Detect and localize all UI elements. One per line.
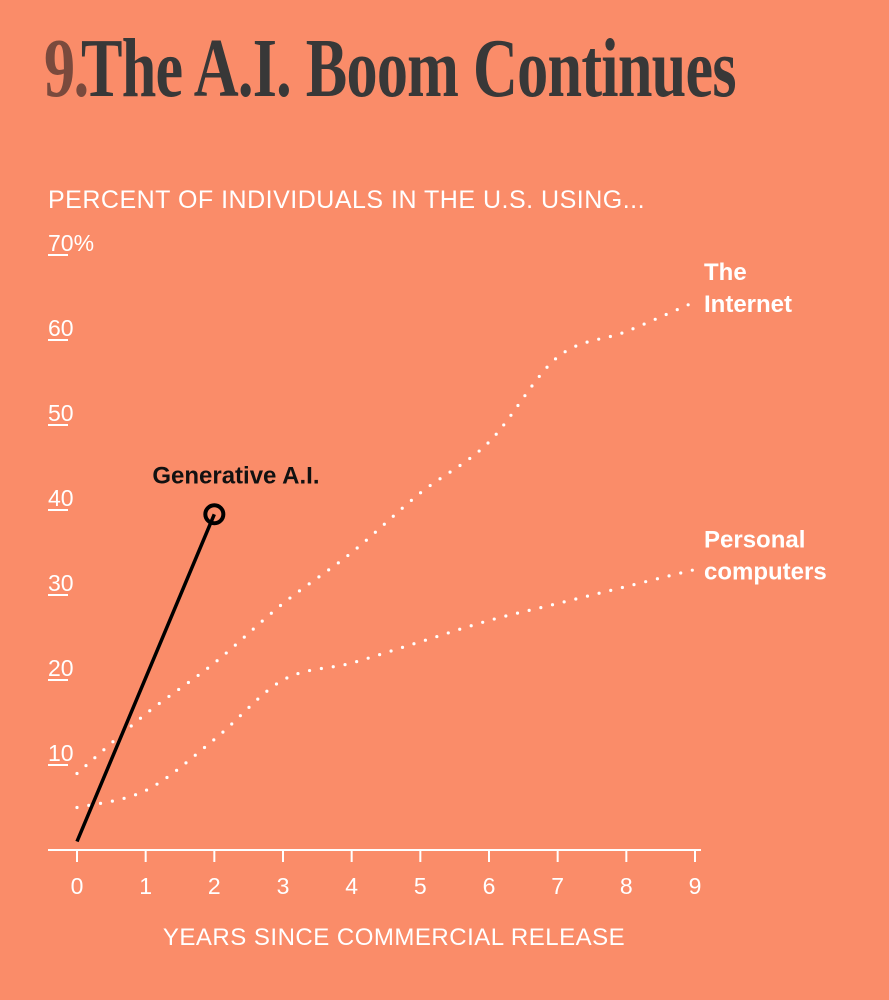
x-tick-label: 1 <box>139 873 152 899</box>
series-layer <box>75 300 697 843</box>
chart-title-text: The A.I. Boom Continues <box>81 22 737 115</box>
series-label-the-internet: The Internet <box>704 259 792 318</box>
x-tick-label: 5 <box>414 873 427 899</box>
chart-number: 9. <box>44 22 89 115</box>
series-line-the-internet <box>75 300 697 776</box>
y-tick-label: 70% <box>48 230 94 256</box>
y-tick-label: 10 <box>48 740 74 766</box>
series-label-layer: The Internet Personal computers Generative A… <box>152 259 826 586</box>
x-tick-label: 9 <box>689 873 702 899</box>
series-label-personal-computers: Personal computers <box>704 527 827 586</box>
chart-title: 9. The A.I. Boom Continues <box>44 20 889 120</box>
x-tick-label: 0 <box>71 873 84 899</box>
y-tick-label: 40 <box>48 485 74 511</box>
series-label-line: Internet <box>704 291 792 318</box>
series-line-personal-computers <box>75 567 697 810</box>
chart-subtitle: PERCENT OF INDIVIDUALS IN THE U.S. USING… <box>48 186 646 214</box>
y-tick-label: 50 <box>48 400 74 426</box>
y-tick-label: 60 <box>48 315 74 341</box>
series-endpoint-generative-a-i <box>203 503 226 526</box>
x-tick-label: 8 <box>620 873 633 899</box>
y-tick-label: 20 <box>48 655 74 681</box>
series-label-line: computers <box>704 559 827 586</box>
x-tick-label: 7 <box>551 873 564 899</box>
x-axis-title: YEARS SINCE COMMERCIAL RELEASE <box>163 924 625 951</box>
series-label-generative-a-i: Generative A.I. <box>152 462 319 489</box>
series-label-line: Personal <box>704 527 805 554</box>
x-tick-label: 4 <box>345 873 358 899</box>
series-label-line: The <box>704 259 747 286</box>
y-tick-label: 30 <box>48 570 74 596</box>
x-tick-label: 2 <box>208 873 221 899</box>
series-line-generative-a-i <box>75 513 216 843</box>
x-tick-label: 6 <box>483 873 496 899</box>
y-axis: 10 20 30 40 50 60 70% <box>48 230 94 766</box>
x-tick-label: 3 <box>277 873 290 899</box>
x-axis: 0 1 2 3 4 5 6 7 8 9 <box>48 849 702 899</box>
